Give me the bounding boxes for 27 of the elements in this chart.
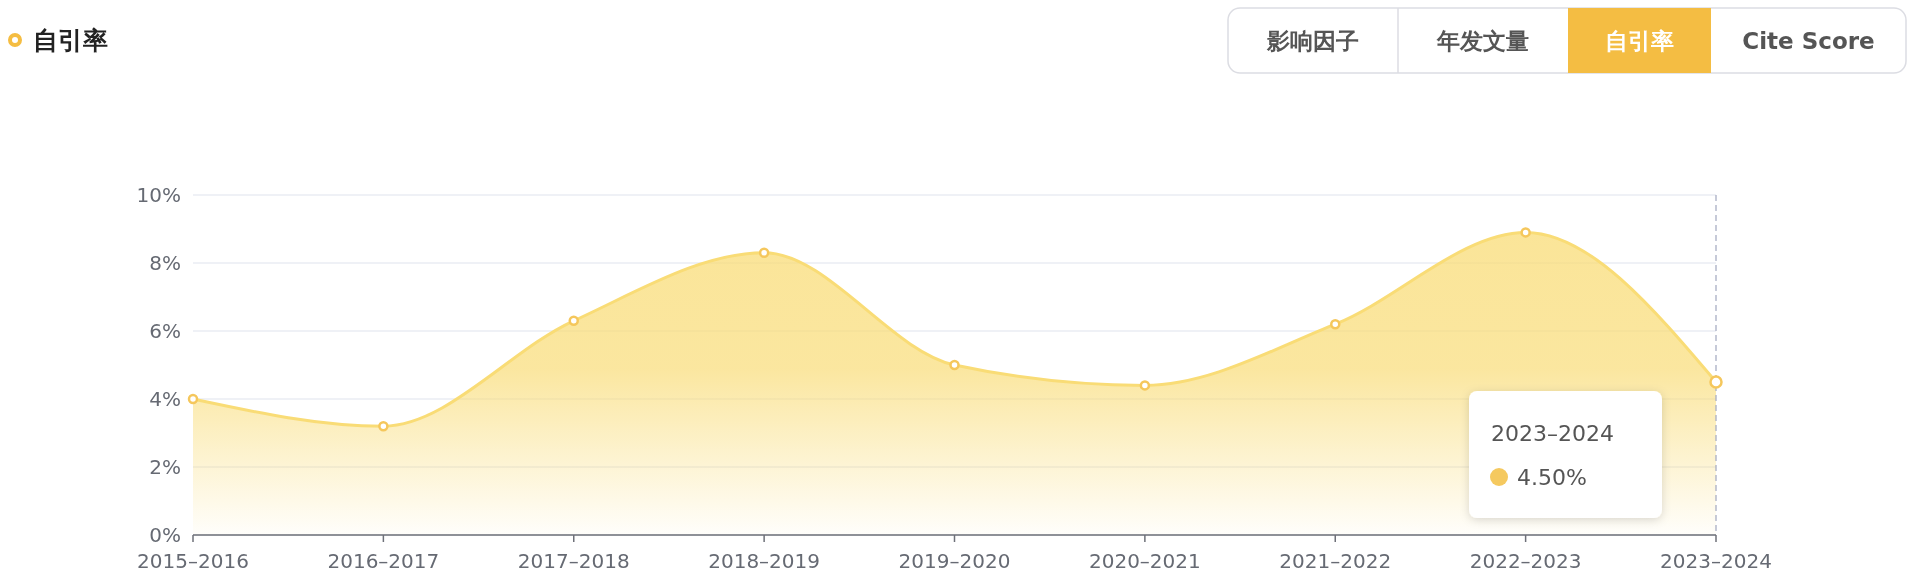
chart-title: 自引率 bbox=[33, 26, 108, 55]
point bbox=[1520, 227, 1531, 238]
annotation: 2023–2024 4.50% bbox=[1491, 421, 1614, 490]
point bbox=[187, 393, 199, 405]
y-tick-label: 2% bbox=[149, 455, 181, 479]
x-tick-label: 2016–2017 bbox=[327, 549, 440, 573]
x-tick-label: 2020–2021 bbox=[1088, 549, 1201, 573]
point bbox=[949, 359, 960, 371]
x-tick-label: 2017–2018 bbox=[517, 549, 630, 573]
y-tick-label: 6% bbox=[149, 319, 181, 343]
x-tick-label: 2018–2019 bbox=[708, 549, 821, 573]
x-tick-label: 2023–2024 bbox=[1660, 549, 1772, 573]
point bbox=[758, 247, 770, 259]
tab-switcher: 影响因子 年发文量 自引率 Cite Score bbox=[1227, 7, 1907, 74]
y-tick-label: 4% bbox=[149, 387, 181, 411]
point bbox=[568, 315, 579, 327]
y-tick-label: 8% bbox=[149, 251, 181, 275]
y-tick-label: 0% bbox=[149, 523, 181, 547]
point bbox=[1330, 318, 1341, 330]
x-tick-label: 2019–2020 bbox=[898, 549, 1011, 573]
x-tick-label: 2022–2023 bbox=[1469, 549, 1582, 573]
x-tick-label: 2021–2022 bbox=[1279, 549, 1392, 573]
y-tick-label: 10% bbox=[136, 183, 181, 207]
point bbox=[1139, 380, 1151, 391]
x-tick-label: 2015–2016 bbox=[137, 549, 249, 573]
tooltip-box: 2023–2024 4.50% bbox=[1469, 391, 1662, 518]
point bbox=[378, 420, 389, 432]
